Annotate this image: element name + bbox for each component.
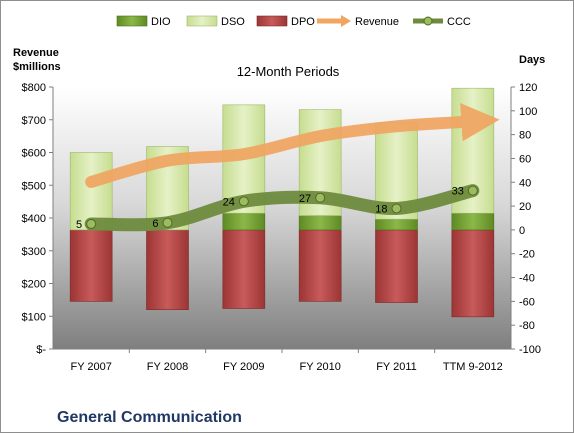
dpo-bar — [451, 229, 495, 318]
x-tick-label: FY 2007 — [70, 361, 111, 373]
right-tick-label: -40 — [519, 273, 535, 285]
ccc-point — [238, 196, 249, 207]
x-tick-label: FY 2009 — [223, 361, 264, 373]
legend: DIO DSO DPO Revenue CCC — [116, 15, 471, 28]
dio-bar — [451, 212, 495, 231]
chart-title: 12-Month Periods — [237, 64, 340, 79]
left-tick-label: $800 — [22, 82, 46, 94]
lines: 5 6 24 27 18 33 — [76, 102, 500, 232]
dpo-bar — [298, 229, 342, 302]
left-tick-label: $300 — [22, 246, 46, 258]
right-tick-label: -20 — [519, 249, 535, 261]
legend-item-ccc: CCC — [413, 16, 471, 28]
legend-marker — [423, 16, 433, 26]
revenue-line — [85, 102, 500, 188]
legend-swatch — [256, 15, 288, 27]
ccc-data-label: 27 — [299, 193, 311, 205]
ccc-point — [86, 218, 97, 229]
left-axis-title-line1: Revenue — [13, 47, 59, 59]
right-axis-title: Days — [519, 54, 545, 66]
ccc-data-label: 18 — [375, 203, 387, 215]
left-tick-label: $400 — [22, 213, 46, 225]
right-tick-label: 40 — [519, 177, 531, 189]
ccc-line — [84, 184, 480, 232]
axes: $- $100 $200 $300 $400 $500 $600 $700 $800 -100 -8… — [22, 82, 542, 373]
ccc-data-label: 24 — [223, 196, 235, 208]
legend-label: DSO — [221, 16, 245, 28]
legend-item-dpo: DPO — [256, 15, 315, 28]
right-tick-label: -60 — [519, 296, 535, 308]
right-tick-label: 0 — [519, 225, 525, 237]
legend-arrowhead — [341, 15, 351, 27]
left-axis-title-line2: $millions — [13, 61, 61, 73]
right-tick-label: 60 — [519, 153, 531, 165]
right-tick-label: -100 — [519, 344, 541, 356]
legend-item-revenue: Revenue — [317, 15, 399, 28]
ccc-point — [391, 203, 402, 214]
legend-label: DPO — [291, 16, 315, 28]
right-tick-label: 80 — [519, 130, 531, 142]
legend-label: DIO — [151, 16, 171, 28]
legend-swatch — [186, 15, 218, 27]
right-tick-label: 20 — [519, 201, 531, 213]
ccc-data-label: 33 — [452, 186, 464, 198]
dpo-bar — [146, 229, 189, 310]
x-tick-label: FY 2008 — [147, 361, 188, 373]
dpo-bar — [375, 229, 418, 303]
dio-bar — [375, 218, 418, 231]
left-tick-label: $500 — [22, 180, 46, 192]
legend-swatch — [116, 15, 148, 27]
dpo-bar — [222, 229, 266, 309]
left-tick-label: $600 — [22, 148, 46, 160]
x-tick-label: TTM 9-2012 — [443, 361, 503, 373]
dio-bar — [298, 215, 342, 231]
ccc-point — [467, 185, 478, 196]
x-tick-label: FY 2010 — [299, 361, 340, 373]
legend-item-dio: DIO — [116, 15, 171, 28]
right-tick-label: 100 — [519, 106, 537, 118]
right-tick-label: -80 — [519, 320, 535, 332]
left-tick-label: $200 — [22, 279, 46, 291]
legend-label: CCC — [447, 16, 471, 28]
legend-label: Revenue — [355, 16, 399, 28]
ccc-point — [162, 217, 173, 228]
plot-area — [53, 87, 511, 349]
dpo-bar — [69, 229, 113, 302]
left-tick-label: $- — [36, 344, 46, 356]
ccc-data-label: 5 — [76, 219, 82, 231]
ccc-data-label: 6 — [152, 218, 158, 230]
right-tick-label: 120 — [519, 82, 537, 94]
x-tick-label: FY 2011 — [376, 361, 417, 373]
footer-title: General Communication — [57, 409, 242, 426]
left-tick-label: $100 — [22, 311, 46, 323]
legend-item-dso: DSO — [186, 15, 245, 28]
dio-bar — [222, 212, 266, 231]
ccc-point — [315, 192, 326, 203]
left-tick-label: $700 — [22, 115, 46, 127]
